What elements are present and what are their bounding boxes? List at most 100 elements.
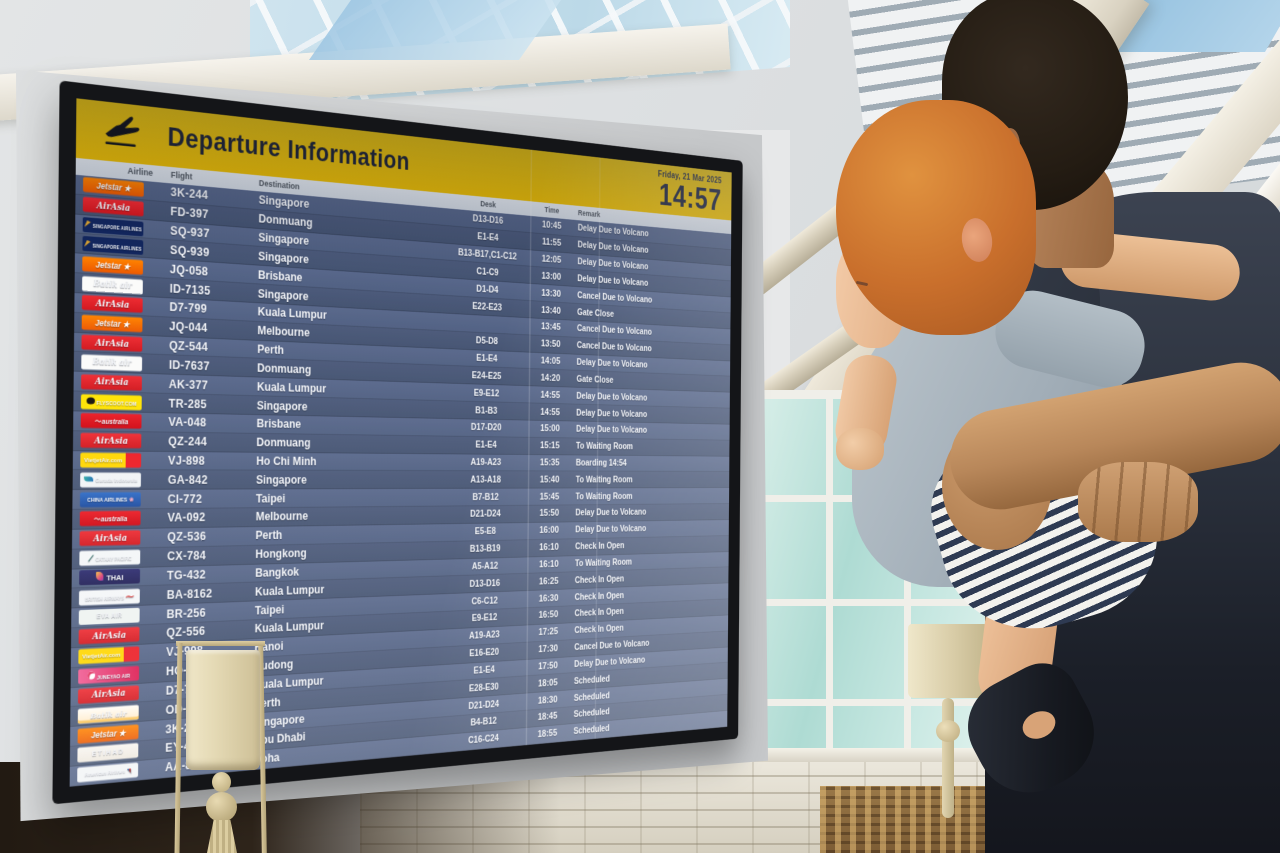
airline-logo-sq: SINGAPORE AIRLINES xyxy=(82,216,144,236)
airline-logo-jetstar: Jetstar xyxy=(77,723,139,744)
cell-remark: Delay Due to Volcano xyxy=(575,523,647,536)
cell-remark: Check In Open xyxy=(574,623,624,636)
cell-flight: QZ-556 xyxy=(166,624,206,641)
cell-remark: To Waiting Room xyxy=(575,441,633,452)
airline-logo-airasia: AirAsia xyxy=(81,295,143,314)
cell-remark: Check In Open xyxy=(574,590,625,603)
cell-remark: Check In Open xyxy=(574,573,625,586)
airline-logo-sq: SINGAPORE AIRLINES xyxy=(82,236,144,256)
cell-flight: TG-432 xyxy=(166,567,206,583)
cell-airline: VietjetAir.com xyxy=(78,646,230,665)
cell-desk: B1-B3 xyxy=(475,405,498,416)
floor-lamp-background xyxy=(908,624,994,824)
cell-airline: AirAsia xyxy=(81,373,233,391)
column-header-remark: Remark xyxy=(577,208,601,219)
cell-destination: Singapore xyxy=(257,286,309,303)
cell-destination: Singapore xyxy=(256,398,308,413)
cell-time: 17:25 xyxy=(538,626,559,638)
airline-logo-vietjet: VietjetAir.com xyxy=(78,646,140,665)
cell-destination: Brisbane xyxy=(256,417,302,432)
cell-destination: Donmuang xyxy=(256,435,311,450)
cell-time: 13:40 xyxy=(541,304,561,317)
cell-time: 16:50 xyxy=(538,609,559,621)
cell-time: 14:05 xyxy=(540,355,561,367)
cell-desk: C6-C12 xyxy=(471,595,498,607)
cell-remark: Delay Due to Volcano xyxy=(576,407,648,420)
cell-destination: Bangkok xyxy=(255,565,300,580)
man-hand xyxy=(1078,462,1198,542)
cell-remark: Boarding 14:54 xyxy=(575,457,627,469)
cell-airline: Jetstar xyxy=(82,255,234,275)
cell-desk xyxy=(428,321,544,327)
cell-flight: QZ-544 xyxy=(169,338,208,354)
airline-logo-airasia: AirAsia xyxy=(79,530,141,547)
cell-flight: BA-8162 xyxy=(166,586,213,602)
cell-flight: TR-285 xyxy=(168,396,207,411)
cell-flight: QZ-244 xyxy=(168,434,208,449)
cell-time: 15:45 xyxy=(539,491,560,502)
cell-destination: Singapore xyxy=(258,249,309,267)
airline-logo-eva: EVA AIR xyxy=(78,607,140,626)
airline-logo-cathay: CATHAY PACIFIC xyxy=(79,549,141,567)
cell-destination: Hongkong xyxy=(255,546,307,562)
cell-time: 16:10 xyxy=(539,559,559,570)
column-header-flight: Flight xyxy=(170,169,193,182)
cell-remark: Delay Due to Volcano xyxy=(577,223,649,240)
cell-flight: EY-47 xyxy=(165,739,197,756)
cell-time: 11:55 xyxy=(541,236,562,249)
cell-desk: E5-E8 xyxy=(474,526,496,538)
airline-logo-airasia: AirAsia xyxy=(77,685,139,704)
cell-time: 16:10 xyxy=(539,542,559,553)
column-header-destination: Destination xyxy=(258,178,300,192)
cell-remark: Cancel Due to Volcano xyxy=(577,290,653,305)
lamp-stem xyxy=(942,698,954,818)
cell-remark: To Waiting Room xyxy=(574,557,632,569)
airline-logo-airasia: AirAsia xyxy=(81,373,142,391)
cell-destination: Hanoi xyxy=(254,639,284,655)
airline-logo-vietjet: VietjetAir.com xyxy=(80,452,142,468)
airline-logo-batikmy: Batik air xyxy=(77,704,139,724)
cell-flight: JQ-058 xyxy=(169,262,209,279)
cell-airline: Jetstar xyxy=(81,314,234,333)
cell-desk: A5-A12 xyxy=(471,560,499,572)
cell-desk: D13-D16 xyxy=(469,577,501,590)
cell-time: 14:55 xyxy=(540,389,561,401)
cell-flight: QZ-536 xyxy=(167,529,207,545)
cell-destination: Abu Dhabi xyxy=(253,730,306,748)
cell-desk: E24-E25 xyxy=(471,370,502,382)
airline-logo-jetstar: Jetstar xyxy=(82,255,144,275)
cell-flight: VJ-898 xyxy=(167,453,206,468)
cell-remark: Gate Close xyxy=(577,306,615,320)
cell-desk: A13-A18 xyxy=(470,474,501,486)
cell-airline: AirAsia xyxy=(81,334,234,352)
cell-flight: 3K-244 xyxy=(170,185,209,203)
airline-logo-jetstar: Jetstar xyxy=(83,177,144,198)
cell-time: 13:45 xyxy=(541,321,561,333)
cell-time: 13:30 xyxy=(541,287,561,300)
lamp-shade xyxy=(908,624,988,698)
cell-time: 17:50 xyxy=(538,660,558,672)
cell-desk: D5-D8 xyxy=(475,335,498,348)
cell-flight: VA-048 xyxy=(168,415,207,430)
cell-destination: Melbourne xyxy=(257,324,310,340)
cell-time: 12:05 xyxy=(541,253,562,266)
cell-airline: CHINA AIRLINES xyxy=(79,491,232,507)
cell-flight: HO-1 xyxy=(165,663,194,679)
departures-plane-icon xyxy=(105,113,140,148)
cell-remark: Delay Due to Volcano xyxy=(577,273,649,289)
airline-logo-ba: BRITISH AIRWAYS xyxy=(78,588,140,606)
airline-logo-etihad: ETIHAD xyxy=(77,743,139,764)
airline-logo-thai: THAI xyxy=(79,569,141,586)
cell-airline: AirAsia xyxy=(81,295,234,314)
cell-airline: Batik air xyxy=(81,354,233,372)
cell-flight: AA-854 xyxy=(164,757,205,775)
cell-airline: AirAsia xyxy=(77,685,230,704)
cell-time: 16:25 xyxy=(538,575,559,587)
cell-time: 14:20 xyxy=(540,372,561,384)
cell-time: 16:30 xyxy=(538,592,559,604)
departure-board: Departure Information Friday, 21 Mar 202… xyxy=(52,80,743,805)
window-mullion xyxy=(754,699,988,706)
cell-flight: ID-7135 xyxy=(169,281,211,298)
airline-logo-virgin: australia xyxy=(79,511,141,527)
cell-flight: FD-397 xyxy=(170,204,209,222)
